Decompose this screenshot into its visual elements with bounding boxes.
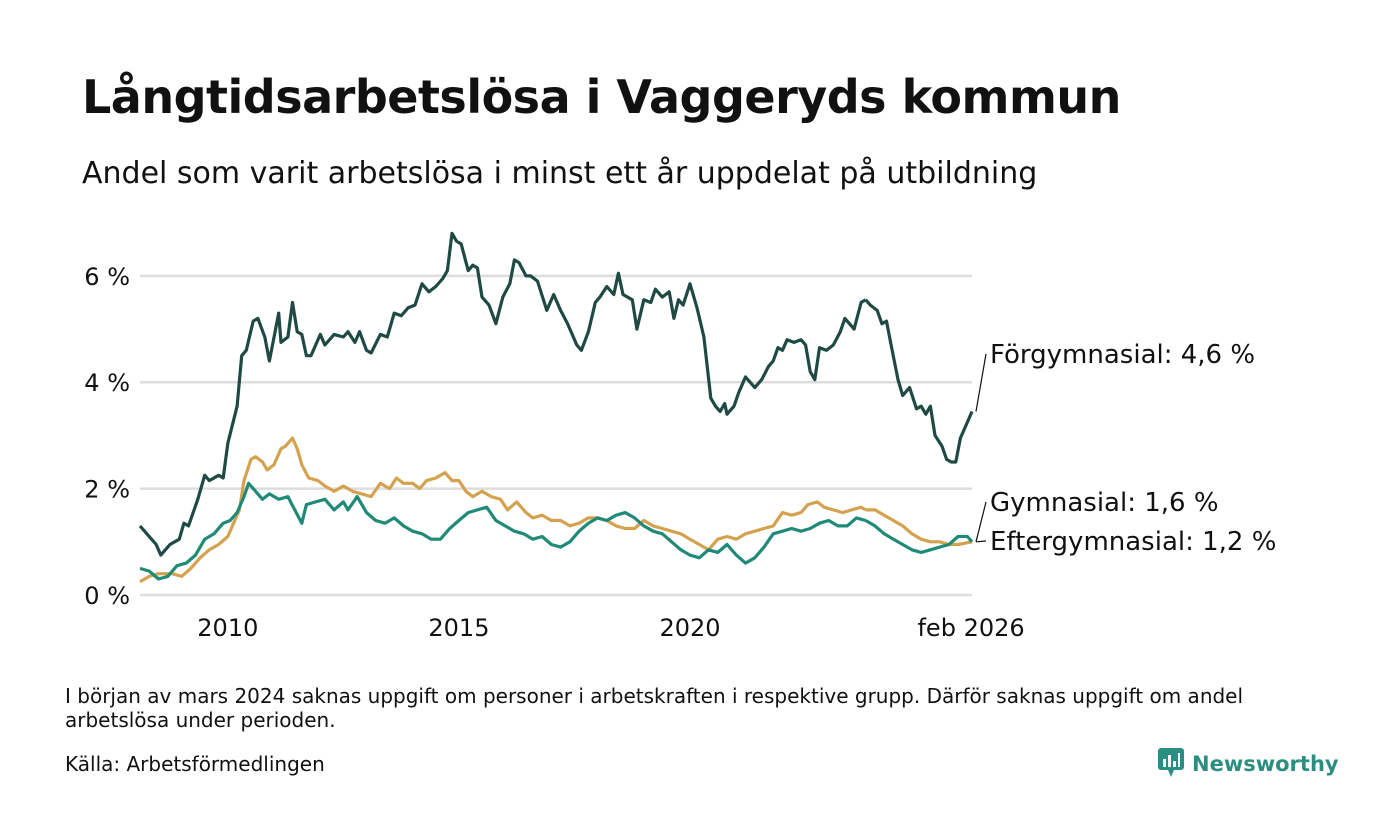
x-tick-label: 2010 — [197, 614, 258, 642]
series-label-eftergymnasial: Eftergymnasial: 1,2 % — [990, 527, 1276, 557]
series-label-forgymnasial: Förgymnasial: 4,6 % — [990, 340, 1255, 370]
y-tick-label: 2 % — [84, 476, 130, 504]
chart-title: Långtidsarbetslösa i Vaggeryds kommun — [82, 70, 1121, 124]
gridlines — [140, 274, 972, 597]
x-tick-label: feb 2026 — [917, 614, 1024, 642]
series-labels: Förgymnasial: 4,6 % Gymnasial: 1,6 % Efter… — [975, 340, 1276, 557]
brand-name: Newsworthy — [1192, 752, 1339, 776]
brand-logo[interactable]: Newsworthy — [1158, 746, 1339, 782]
series-line-gymnasial-a — [139, 436, 867, 584]
series-label-gymnasial: Gymnasial: 1,6 % — [990, 488, 1219, 518]
series-lines — [138, 231, 974, 584]
y-axis-ticks: 0 % 2 % 4 % 6 % — [84, 263, 130, 610]
y-tick-label: 0 % — [84, 582, 130, 610]
chart-subtitle: Andel som varit arbetslösa i minst ett å… — [82, 156, 1038, 191]
newsworthy-logo-icon — [1158, 746, 1184, 782]
source-text: Källa: Arbetsförmedlingen — [65, 752, 325, 776]
x-tick-label: 2020 — [660, 614, 721, 642]
series-line-forgymnasial-a — [138, 231, 867, 557]
leader-line-gymnasial — [975, 501, 987, 542]
series-line-eftergymnasial-a — [139, 481, 867, 581]
leader-line-eftergymnasial — [975, 540, 987, 543]
series-line-forgymnasial-b — [864, 298, 974, 464]
x-axis-ticks: 2010 2015 2020 feb 2026 — [197, 614, 1024, 642]
series-line-eftergymnasial-b — [864, 519, 974, 554]
x-tick-label: 2015 — [428, 614, 489, 642]
y-tick-label: 6 % — [84, 263, 130, 291]
y-tick-label: 4 % — [84, 369, 130, 397]
footnote: I början av mars 2024 saknas uppgift om … — [65, 684, 1244, 732]
leader-line-forgymnasial — [975, 353, 987, 412]
